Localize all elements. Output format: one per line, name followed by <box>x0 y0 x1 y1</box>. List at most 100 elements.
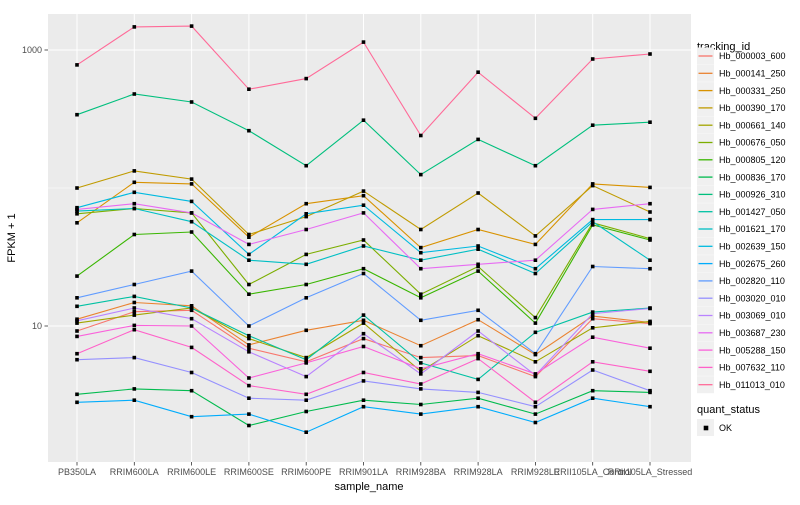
series-points <box>75 24 652 434</box>
series-point-Hb_001427_050 <box>247 333 251 338</box>
series-point-Hb_000676_050 <box>533 315 538 320</box>
series-point-Hb_000836_170 <box>419 402 423 407</box>
series-point-Hb_003020_010 <box>476 390 480 395</box>
legend-item: Hb_002639_150 <box>697 237 786 255</box>
series-point-Hb_000805_120 <box>189 230 194 234</box>
series-point-Hb_003687_230 <box>419 266 423 271</box>
series-point-Hb_002820_110 <box>132 282 137 287</box>
series-point-Hb_002675_260 <box>75 400 79 405</box>
series-point-Hb_000390_170 <box>247 232 251 237</box>
series-point-Hb_001621_170 <box>189 219 194 224</box>
series-point-Hb_007632_110 <box>75 351 79 356</box>
legend-item: Hb_003020_010 <box>697 289 786 307</box>
series-point-Hb_000676_050 <box>419 292 423 296</box>
series-point-Hb_001427_050 <box>189 306 194 310</box>
series-point-Hb_000926_310 <box>476 137 480 142</box>
x-tick-label: RRIM600LE <box>167 467 216 477</box>
series-point-Hb_000390_170 <box>304 214 308 219</box>
series-point-Hb_001621_170 <box>590 219 595 224</box>
series-point-Hb_000676_050 <box>304 252 308 257</box>
series-point-Hb_000331_250 <box>648 185 652 190</box>
legend-item: Hb_003687_230 <box>697 324 786 342</box>
series-point-Hb_002639_150 <box>476 244 480 248</box>
series-point-Hb_000926_310 <box>590 123 595 127</box>
series-point-Hb_002639_150 <box>189 199 194 204</box>
series-point-Hb_000003_600 <box>361 336 366 341</box>
series-point-Hb_005288_150 <box>247 376 251 380</box>
series-point-Hb_005288_150 <box>419 367 423 371</box>
legend-item-label: Hb_001427_050 <box>719 207 786 217</box>
legend-title-quant-status: quant_status <box>697 404 760 416</box>
series-point-Hb_002639_150 <box>419 250 423 255</box>
series-point-Hb_000141_250 <box>419 343 423 348</box>
series-point-Hb_000676_050 <box>361 238 366 242</box>
series-point-Hb_011013_010 <box>533 116 538 121</box>
y-axis-tick-labels: 10 1000 <box>22 45 42 331</box>
series-point-Hb_000926_310 <box>304 163 308 168</box>
x-tick-label: RRIM928LA <box>454 467 503 477</box>
series-point-Hb_001427_050 <box>75 304 79 309</box>
x-axis-title: sample_name <box>334 481 403 493</box>
series-point-Hb_002639_150 <box>361 203 366 207</box>
series-point-Hb_000836_170 <box>132 387 137 391</box>
series-point-Hb_003687_230 <box>75 207 79 212</box>
series-point-Hb_002639_150 <box>533 266 538 271</box>
series-point-Hb_005288_150 <box>189 324 194 328</box>
series-point-Hb_000141_250 <box>247 343 251 347</box>
series-point-Hb_000003_600 <box>189 308 194 313</box>
series-point-Hb_003020_010 <box>419 387 423 391</box>
x-axis-tick-labels: PB350LA RRIM600LA RRIM600LE RRIM600SE RRIM60… <box>58 467 692 477</box>
series-point-Hb_003069_010 <box>75 319 79 323</box>
series-point-Hb_000141_250 <box>189 304 194 308</box>
y-axis-title: FPKM + 1 <box>6 213 18 262</box>
series-point-Hb_000331_250 <box>476 227 480 232</box>
series-point-Hb_000141_250 <box>590 314 595 318</box>
series-point-Hb_002820_110 <box>247 324 251 328</box>
series-point-Hb_002820_110 <box>304 296 308 300</box>
series-point-Hb_001621_170 <box>304 262 308 267</box>
x-tick-label: PB350LA <box>58 467 96 477</box>
series-point-Hb_000926_310 <box>75 112 79 117</box>
series-point-Hb_000661_140 <box>304 355 308 360</box>
series-point-Hb_000141_250 <box>132 300 137 305</box>
series-point-Hb_003020_010 <box>132 355 137 360</box>
x-tick-label: RRIM600SE <box>224 467 274 477</box>
legend-item-label: Hb_007632_110 <box>719 363 785 373</box>
series-point-Hb_000390_170 <box>533 234 538 238</box>
legend-item: Hb_011013_010 <box>697 376 785 394</box>
series-point-Hb_002639_150 <box>590 217 595 222</box>
series-point-Hb_011013_010 <box>590 57 595 61</box>
series-point-Hb_011013_010 <box>189 24 194 28</box>
x-tick-label: RRIM600LA <box>110 467 159 477</box>
series-point-Hb_001621_170 <box>247 258 251 262</box>
series-point-Hb_002820_110 <box>419 318 423 323</box>
legend-item: Hb_000331_250 <box>697 82 786 100</box>
series-point-Hb_000390_170 <box>189 177 194 181</box>
y-tick-label: 1000 <box>22 45 42 55</box>
legend-item-label: Hb_002675_260 <box>719 259 786 269</box>
series-point-Hb_001427_050 <box>361 313 366 317</box>
series-point-Hb_003069_010 <box>590 311 595 316</box>
series-point-Hb_000661_140 <box>132 313 137 317</box>
series-point-Hb_002675_260 <box>189 414 194 419</box>
series-point-Hb_000661_140 <box>419 369 423 374</box>
series-point-Hb_000676_050 <box>247 282 251 287</box>
series-point-Hb_005288_150 <box>476 351 480 356</box>
series-point-Hb_000003_600 <box>132 309 137 314</box>
legend-item-label: Hb_002820_110 <box>719 276 785 286</box>
legend-item-label: Hb_000836_170 <box>719 172 786 182</box>
series-point-Hb_000805_120 <box>476 269 480 273</box>
legend-item-label: Hb_000003_600 <box>719 51 786 61</box>
series-point-Hb_002639_150 <box>247 252 251 257</box>
series-point-Hb_001621_170 <box>648 258 652 262</box>
series-point-Hb_000141_250 <box>304 328 308 333</box>
legend-item-label: Hb_000926_310 <box>719 190 786 200</box>
series-point-Hb_000661_140 <box>590 326 595 330</box>
series-point-Hb_003687_230 <box>533 258 538 262</box>
series-point-Hb_005288_150 <box>304 361 308 365</box>
series-point-Hb_000836_170 <box>590 388 595 393</box>
series-point-Hb_000390_170 <box>476 191 480 195</box>
series-point-Hb_011013_010 <box>247 87 251 91</box>
series-point-Hb_000676_050 <box>476 264 480 269</box>
series-point-Hb_003020_010 <box>75 357 79 362</box>
